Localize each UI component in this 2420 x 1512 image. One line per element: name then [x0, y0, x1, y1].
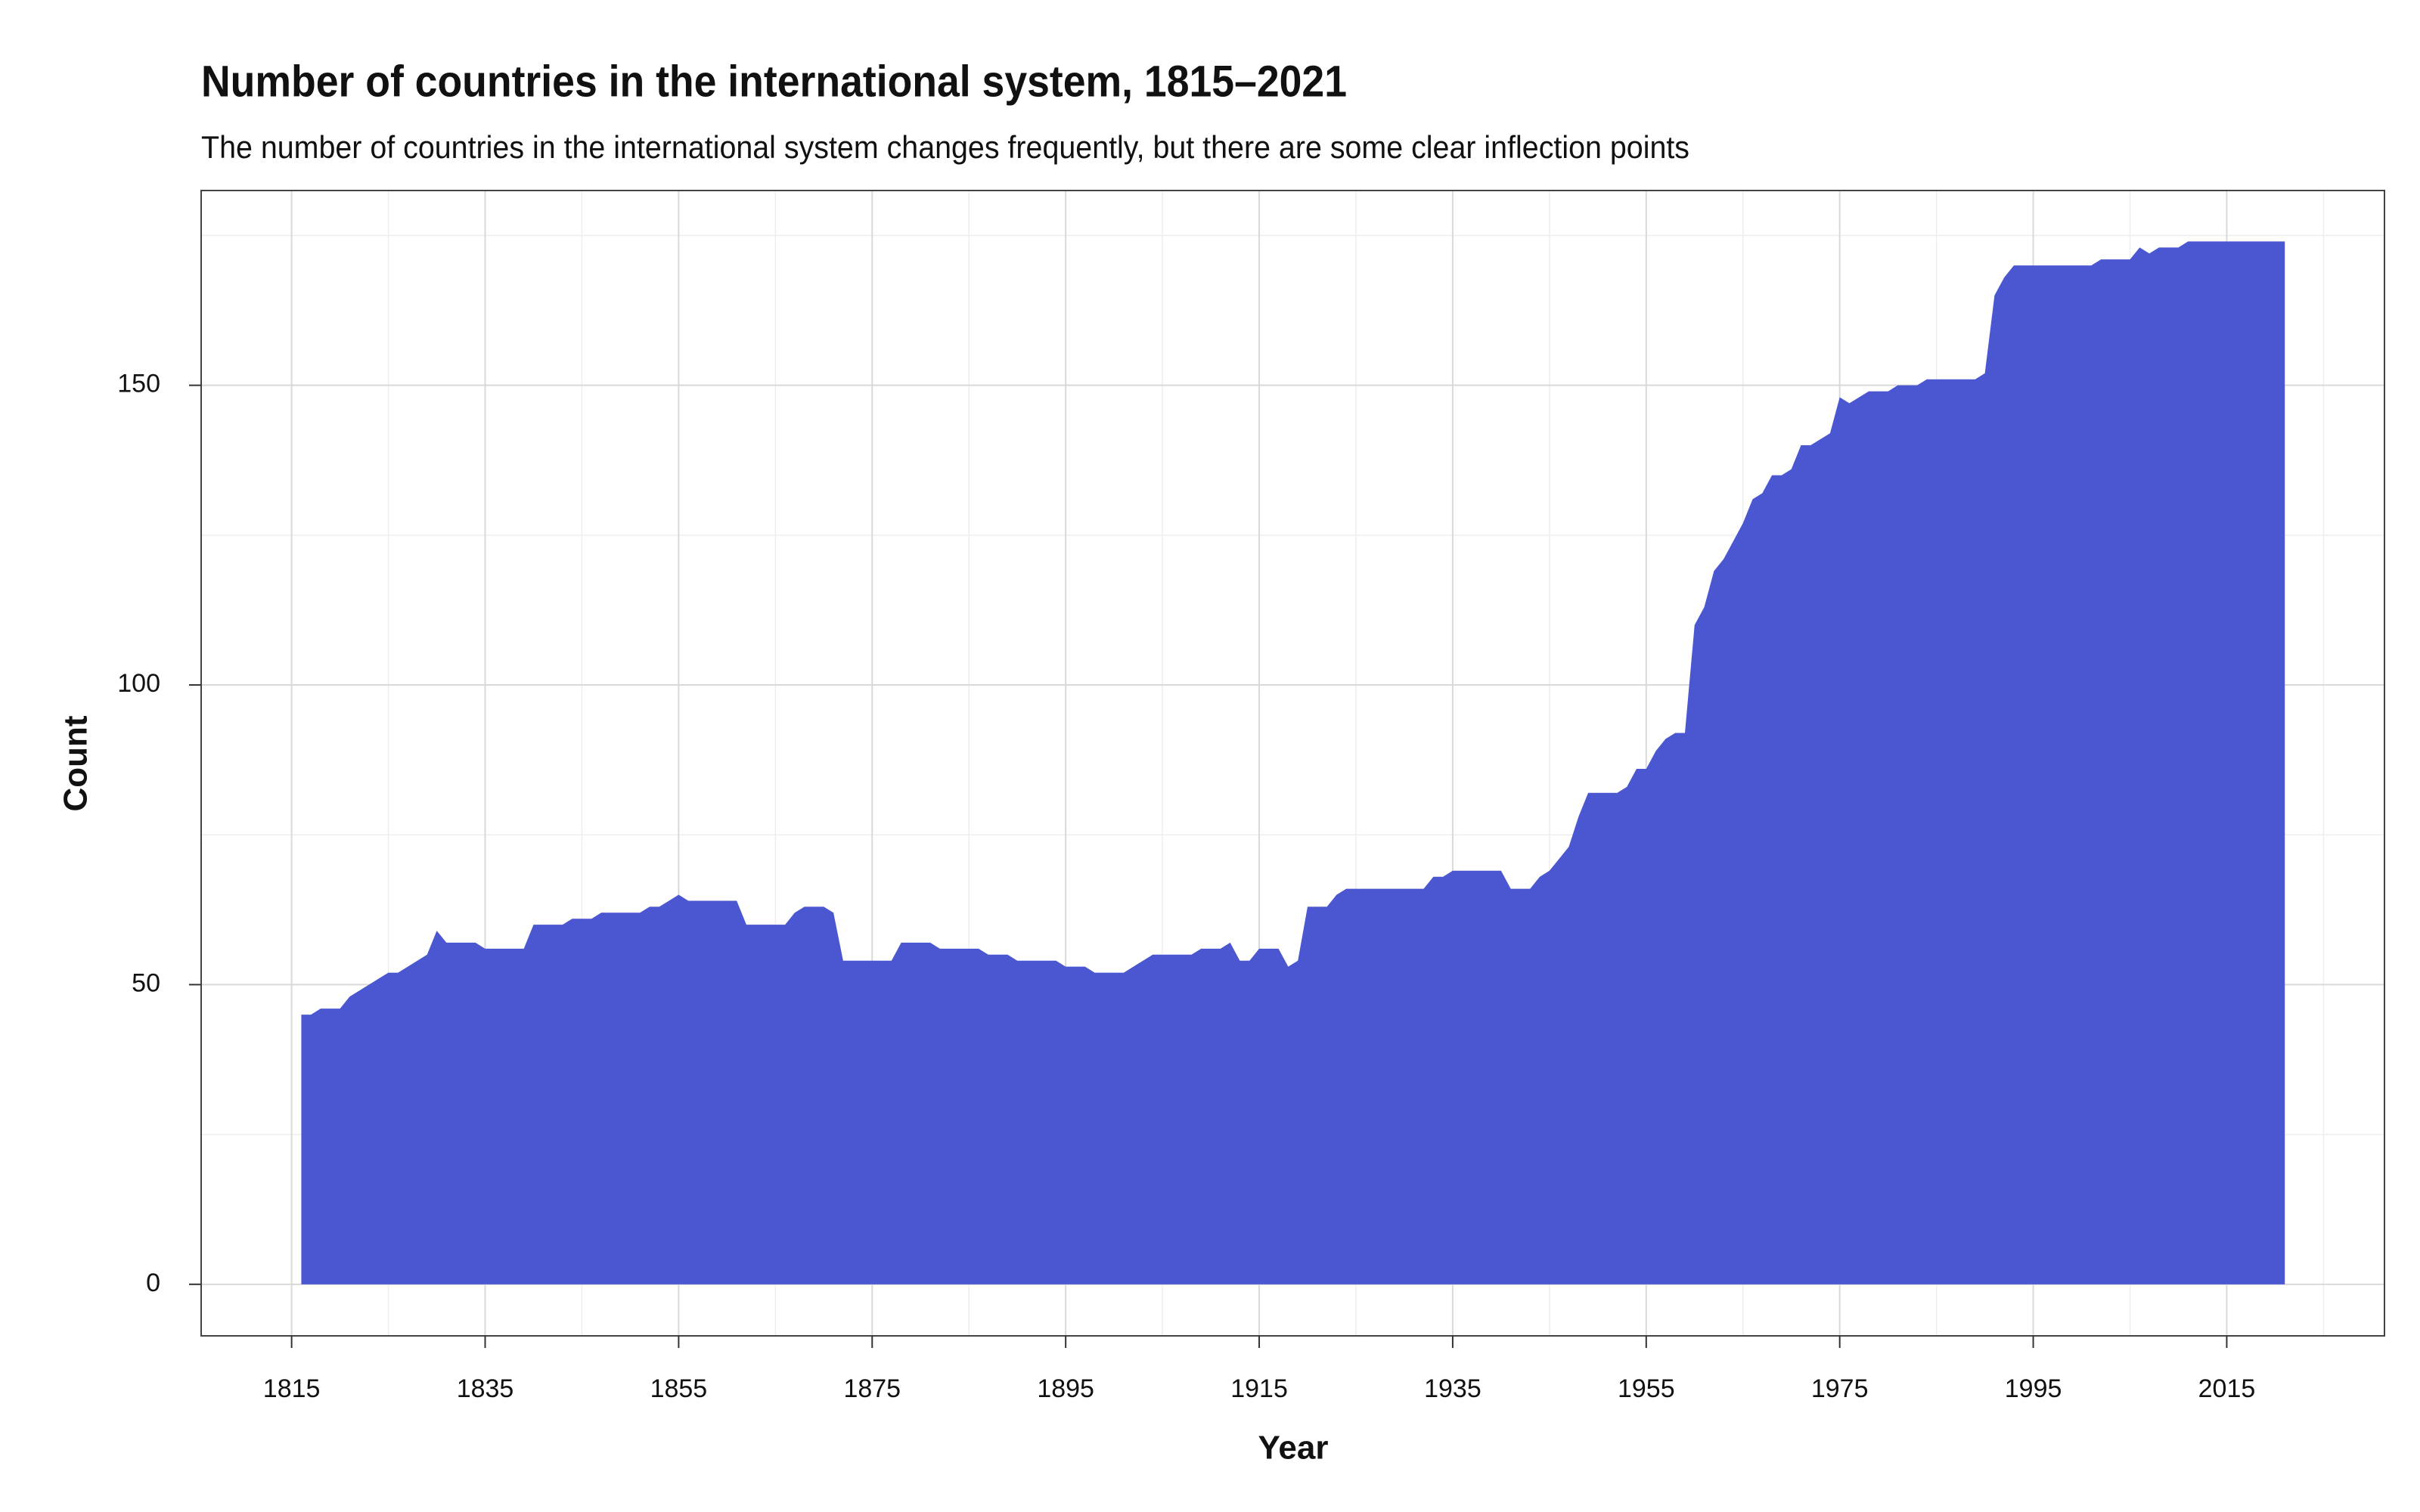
x-tick-label: 2015 — [2198, 1374, 2256, 1403]
axes: 1815 1835 1855 1875 1895 1915 1935 1955 1975 1995… — [117, 370, 2255, 1403]
plot-area — [301, 241, 2285, 1284]
x-tick-label: 1815 — [263, 1374, 321, 1403]
x-tick-label: 1975 — [1811, 1374, 1869, 1403]
x-tick-label: 1895 — [1037, 1374, 1094, 1403]
x-tick-label: 1875 — [843, 1374, 901, 1403]
y-axis-title: Count — [57, 715, 95, 811]
chart-subtitle: The number of countries in the internati… — [201, 129, 1689, 165]
plot-frame — [200, 190, 2385, 1337]
x-tick-label: 1935 — [1424, 1374, 1481, 1403]
x-tick-label: 1855 — [650, 1374, 708, 1403]
y-tick-label: 100 — [117, 669, 160, 698]
chart-title: Number of countries in the international… — [201, 57, 1347, 106]
x-tick-label: 1955 — [1618, 1374, 1675, 1403]
y-tick-label: 50 — [132, 968, 160, 997]
x-axis-title: Year — [1258, 1430, 1329, 1467]
y-tick-label: 0 — [146, 1269, 160, 1297]
x-tick-label: 1835 — [457, 1374, 514, 1403]
x-tick-label: 1915 — [1230, 1374, 1288, 1403]
y-tick-label: 150 — [117, 370, 160, 398]
x-tick-label: 1995 — [2005, 1374, 2062, 1403]
area — [301, 241, 2285, 1284]
